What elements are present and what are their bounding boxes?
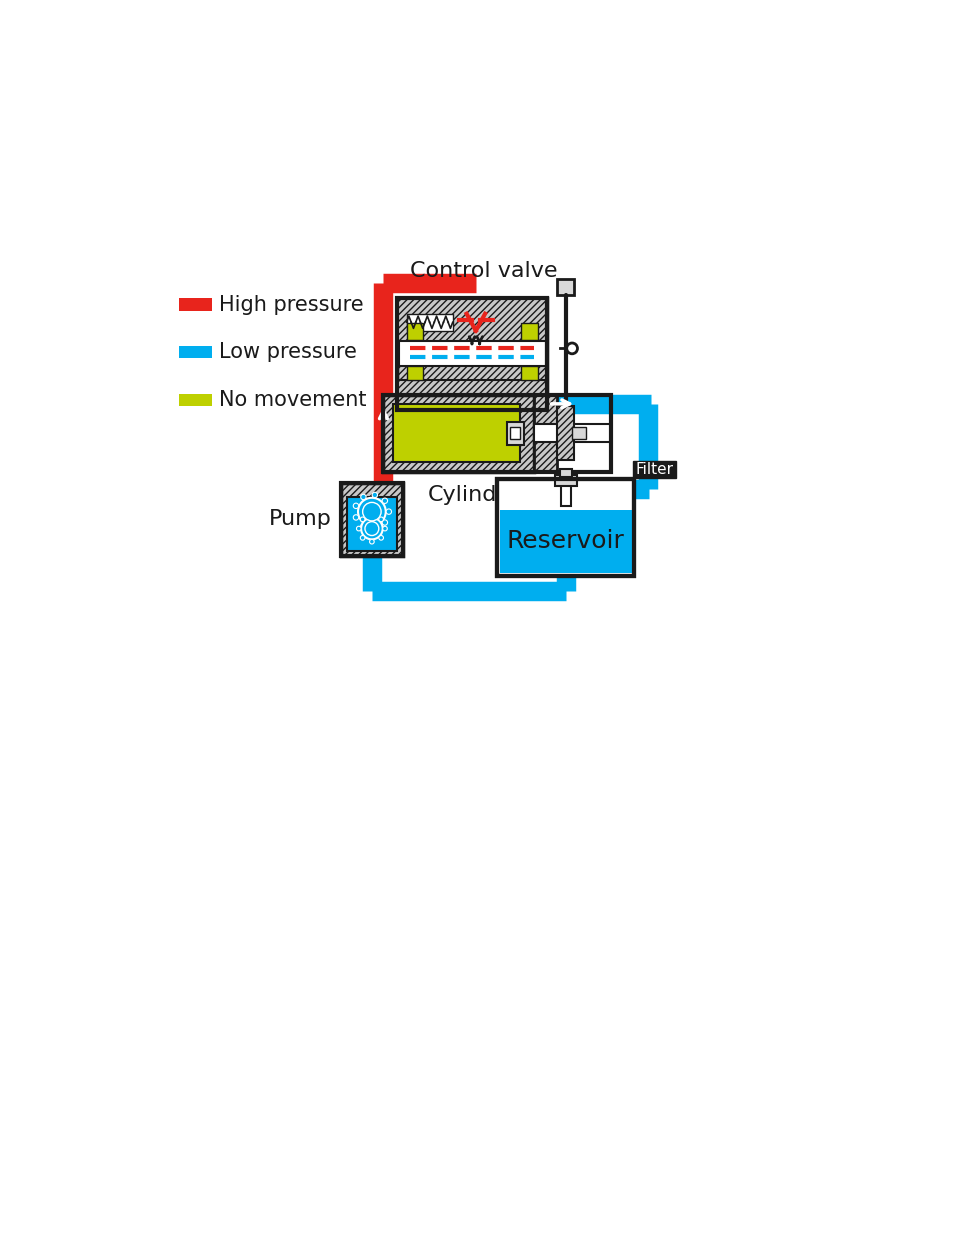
Bar [520, 395, 536, 410]
Circle shape [382, 498, 387, 504]
Bar [555, 475, 577, 487]
Bar [497, 479, 634, 576]
Bar [398, 341, 545, 366]
Bar [383, 395, 610, 472]
Circle shape [361, 517, 382, 540]
Circle shape [360, 536, 365, 540]
Circle shape [386, 509, 391, 514]
Bar [557, 406, 573, 461]
Bar [396, 299, 547, 410]
Text: Cylinder: Cylinder [427, 485, 519, 505]
Bar [406, 314, 453, 331]
Circle shape [360, 524, 366, 529]
Bar [179, 299, 212, 311]
Circle shape [365, 521, 378, 536]
Circle shape [372, 493, 377, 498]
Bar [179, 346, 212, 358]
Text: Filter: Filter [635, 462, 673, 477]
Bar [396, 380, 547, 410]
Bar [396, 299, 547, 410]
Bar [560, 483, 571, 506]
Circle shape [566, 343, 577, 353]
Bar [409, 395, 424, 410]
Bar [406, 324, 423, 340]
Bar [497, 479, 634, 576]
Circle shape [360, 494, 366, 500]
Bar [383, 395, 533, 472]
Circle shape [378, 536, 383, 540]
Circle shape [362, 503, 381, 521]
Bar [396, 299, 547, 343]
Text: Low pressure: Low pressure [219, 342, 357, 362]
Bar [347, 496, 396, 551]
Circle shape [369, 514, 374, 517]
Bar [572, 427, 585, 440]
Circle shape [382, 520, 387, 525]
Bar [520, 324, 537, 340]
Circle shape [378, 517, 383, 521]
Text: Pump: Pump [269, 509, 332, 530]
Bar [499, 510, 632, 573]
Circle shape [357, 498, 385, 526]
Circle shape [353, 515, 358, 520]
Circle shape [369, 540, 374, 543]
Bar [632, 461, 676, 478]
Circle shape [372, 526, 377, 531]
Bar [409, 410, 536, 424]
Circle shape [353, 503, 358, 509]
Circle shape [356, 526, 361, 531]
Circle shape [382, 526, 387, 531]
Bar [520, 366, 537, 380]
Bar [406, 366, 423, 380]
Text: No movement: No movement [219, 390, 367, 410]
Bar [179, 394, 212, 406]
Bar [510, 427, 519, 440]
Text: High pressure: High pressure [219, 294, 364, 315]
Bar [341, 483, 402, 556]
Bar [393, 404, 519, 462]
Bar [341, 483, 402, 556]
Bar [506, 421, 523, 445]
Text: Control valve: Control valve [410, 262, 557, 282]
Circle shape [360, 517, 365, 521]
Text: Reservoir: Reservoir [506, 529, 624, 552]
Bar [559, 469, 572, 477]
Bar [533, 424, 610, 442]
Bar [533, 395, 557, 472]
Bar [557, 279, 574, 294]
